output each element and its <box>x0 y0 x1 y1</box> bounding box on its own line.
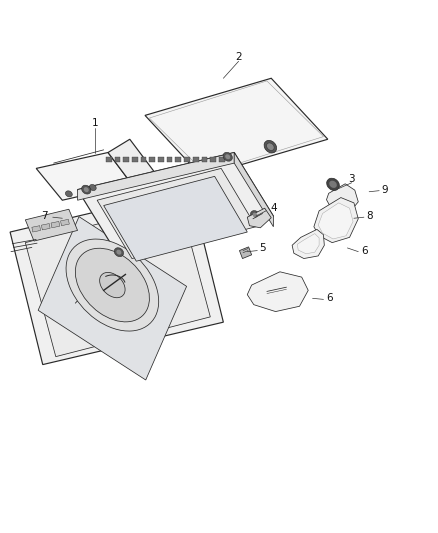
Ellipse shape <box>223 152 232 161</box>
Ellipse shape <box>225 154 230 159</box>
Text: 1: 1 <box>92 118 98 128</box>
Polygon shape <box>108 139 154 184</box>
FancyBboxPatch shape <box>132 157 138 161</box>
Text: 9: 9 <box>381 184 388 195</box>
Ellipse shape <box>75 248 149 322</box>
Polygon shape <box>42 223 50 230</box>
Polygon shape <box>314 198 358 243</box>
Ellipse shape <box>99 272 125 298</box>
FancyBboxPatch shape <box>141 157 146 161</box>
Ellipse shape <box>89 184 96 190</box>
FancyBboxPatch shape <box>219 157 225 161</box>
Polygon shape <box>25 209 78 241</box>
Polygon shape <box>25 203 210 357</box>
Polygon shape <box>326 184 358 212</box>
Text: 2: 2 <box>235 52 242 62</box>
Polygon shape <box>60 219 69 225</box>
Polygon shape <box>38 216 187 380</box>
Text: 8: 8 <box>366 211 372 221</box>
Ellipse shape <box>264 140 277 153</box>
Text: 3: 3 <box>349 174 355 184</box>
Polygon shape <box>297 233 319 254</box>
Ellipse shape <box>84 187 89 192</box>
Ellipse shape <box>267 143 274 150</box>
Text: 6: 6 <box>327 293 333 303</box>
Polygon shape <box>78 152 234 200</box>
FancyBboxPatch shape <box>123 157 129 161</box>
Polygon shape <box>234 152 273 227</box>
Polygon shape <box>10 190 223 365</box>
FancyBboxPatch shape <box>193 157 198 161</box>
Ellipse shape <box>327 178 339 190</box>
FancyBboxPatch shape <box>115 157 120 161</box>
Polygon shape <box>145 78 328 176</box>
FancyBboxPatch shape <box>149 157 155 161</box>
Ellipse shape <box>81 185 91 194</box>
Polygon shape <box>78 152 273 253</box>
Ellipse shape <box>65 191 72 197</box>
Ellipse shape <box>329 181 337 188</box>
Polygon shape <box>247 208 271 228</box>
Text: 7: 7 <box>42 211 48 221</box>
Polygon shape <box>247 272 308 312</box>
FancyBboxPatch shape <box>184 157 190 161</box>
FancyBboxPatch shape <box>158 157 164 161</box>
Text: 4: 4 <box>270 203 277 213</box>
Polygon shape <box>97 168 256 259</box>
Polygon shape <box>318 203 353 239</box>
Ellipse shape <box>117 249 121 255</box>
FancyBboxPatch shape <box>167 157 173 161</box>
Polygon shape <box>292 229 324 259</box>
Ellipse shape <box>114 248 124 257</box>
Polygon shape <box>51 221 60 228</box>
Text: 5: 5 <box>259 243 266 253</box>
Polygon shape <box>149 81 323 174</box>
Ellipse shape <box>253 213 258 217</box>
FancyBboxPatch shape <box>210 157 216 161</box>
FancyBboxPatch shape <box>106 157 112 161</box>
Polygon shape <box>240 247 252 259</box>
Ellipse shape <box>66 239 159 331</box>
Polygon shape <box>104 176 247 261</box>
Ellipse shape <box>251 211 260 220</box>
FancyBboxPatch shape <box>201 157 207 161</box>
FancyBboxPatch shape <box>176 157 181 161</box>
Text: 6: 6 <box>361 246 368 256</box>
Polygon shape <box>36 152 132 200</box>
Polygon shape <box>32 225 41 232</box>
